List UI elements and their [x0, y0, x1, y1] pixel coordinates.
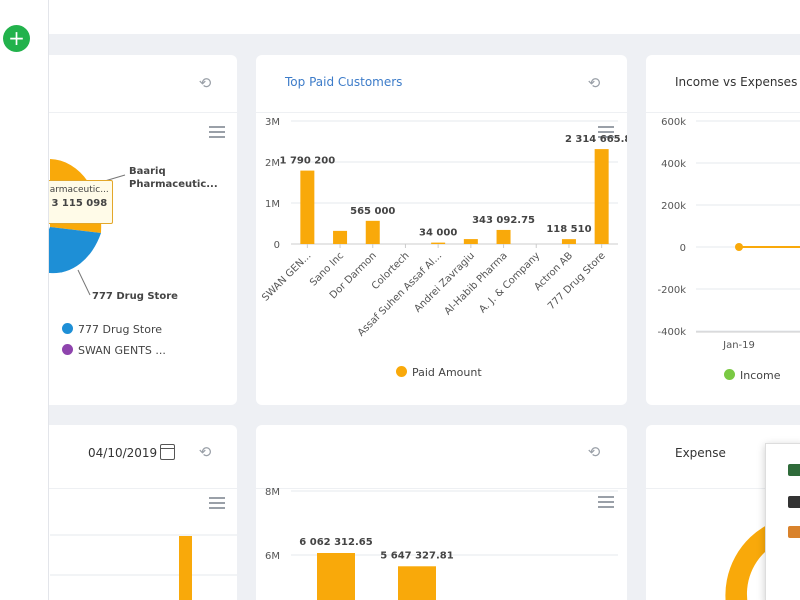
- x-tick-label: Al-Habib Pharma: [443, 250, 510, 317]
- left-sidebar: [0, 0, 49, 600]
- data-label: 118 510: [546, 224, 591, 235]
- refresh-icon[interactable]: ⟲: [587, 443, 601, 461]
- x-tick-label: 777 Drug Store: [546, 250, 608, 312]
- bar: [594, 149, 609, 244]
- legend-dot: [62, 323, 73, 334]
- data-point: [735, 243, 743, 251]
- x-tick-label: A. J. & Company: [477, 250, 542, 315]
- bar: [317, 553, 355, 600]
- bar: [431, 242, 446, 244]
- card-title: Expense: [675, 446, 726, 460]
- chart-menu-icon[interactable]: [598, 126, 614, 138]
- card-header: [256, 425, 627, 489]
- export-pdf-icon[interactable]: [788, 496, 800, 508]
- card-title: Top Paid Customers: [285, 75, 403, 89]
- income-expenses-line-chart: 600k 400k 200k 0 -200k -400k Jan-19: [658, 117, 800, 351]
- legend-item[interactable]: SWAN GENTS ...: [62, 344, 166, 357]
- refresh-icon[interactable]: ⟲: [198, 74, 212, 92]
- pie-label-777-drug-store: 777 Drug Store: [92, 291, 178, 302]
- y-tick-label: 0: [680, 243, 686, 254]
- bottom-middle-bar-chart: 8M 6M 6 062 312.65 5 647 327.81: [265, 487, 618, 600]
- y-tick-label: 2M: [265, 158, 280, 169]
- add-button[interactable]: +: [3, 25, 30, 52]
- pie-connector: [77, 269, 91, 296]
- pie-tooltip: harmaceutic... : 3 115 098: [39, 180, 113, 224]
- bar: [179, 536, 192, 600]
- pie-slice-777-drug-store: [50, 227, 101, 274]
- y-tick-label: 400k: [661, 159, 686, 170]
- x-tick-label: Jan-19: [722, 340, 755, 351]
- card-header: [0, 425, 237, 489]
- tooltip-title: harmaceutic...: [44, 185, 109, 195]
- y-tick-label: 1M: [265, 199, 280, 210]
- y-tick-label: 8M: [265, 487, 280, 498]
- top-paid-customers-card: Top Paid Customers ⟲ 0 1M 2M 3M 1 790 200 SWA…: [256, 55, 627, 405]
- card-title: Income vs Expenses fo: [675, 75, 800, 89]
- bar: [398, 566, 436, 600]
- refresh-icon[interactable]: ⟲: [198, 443, 212, 461]
- card-header: [256, 55, 627, 113]
- chart-menu-icon[interactable]: [209, 497, 225, 509]
- data-label: 565 000: [350, 206, 395, 217]
- donut-slice: [725, 523, 771, 600]
- pie-label-baariq: Baariq Pharmaceutic...: [129, 166, 218, 190]
- bar: [365, 220, 380, 244]
- legend-item[interactable]: Paid Amount: [396, 366, 482, 379]
- bar: [561, 239, 576, 244]
- legend-item[interactable]: Income: [724, 369, 780, 382]
- y-tick-label: 6M: [265, 551, 280, 562]
- bar: [333, 230, 348, 244]
- y-tick-label: 200k: [661, 201, 686, 212]
- chart-menu-icon[interactable]: [598, 496, 614, 508]
- card-header: [646, 55, 800, 113]
- data-label: 2 314 665.86: [565, 134, 627, 145]
- data-label: 6 062 312.65: [299, 537, 372, 548]
- bottom-middle-card: ⟲ 8M 6M 6 062 312.65 5 647 327.81: [256, 425, 627, 600]
- y-tick-label: -400k: [658, 327, 687, 338]
- y-tick-label: -200k: [658, 285, 687, 296]
- export-svg-icon[interactable]: [788, 526, 800, 538]
- bottom-left-bar-chart: [50, 534, 237, 600]
- data-label: 1 790 200: [280, 156, 336, 167]
- x-tick-label: Andrei Zavragiu: [413, 250, 477, 314]
- calendar-icon[interactable]: [160, 444, 175, 460]
- x-tick-label: SWAN GEN...: [260, 250, 313, 303]
- legend-dot: [62, 344, 73, 355]
- bar: [463, 239, 478, 244]
- income-vs-expenses-card: Income vs Expenses fo 600k 400k 200k 0 -200k…: [646, 55, 800, 405]
- top-bar: [0, 0, 800, 34]
- y-tick-label: 600k: [661, 117, 686, 128]
- legend-item[interactable]: 777 Drug Store: [62, 323, 162, 336]
- bar: [496, 229, 511, 244]
- legend-dot: [396, 366, 407, 377]
- bar: [300, 170, 315, 244]
- chart-menu-icon[interactable]: [209, 126, 225, 138]
- data-label: 34 000: [419, 228, 457, 239]
- export-image-icon[interactable]: [788, 464, 800, 476]
- data-label: 5 647 327.81: [380, 550, 453, 561]
- tooltip-value: : 3 115 098: [44, 198, 108, 209]
- expense-donut-chart: [725, 523, 771, 600]
- legend-dot: [724, 369, 735, 380]
- refresh-icon[interactable]: ⟲: [587, 74, 601, 92]
- date-picker-value[interactable]: 04/10/2019: [88, 446, 158, 460]
- y-tick-label: 3M: [265, 117, 280, 128]
- export-popup: [765, 443, 800, 600]
- card-header: [0, 55, 237, 113]
- y-tick-label: 0: [274, 240, 280, 251]
- card-header: [646, 425, 800, 489]
- data-label: 343 092.75: [472, 215, 535, 226]
